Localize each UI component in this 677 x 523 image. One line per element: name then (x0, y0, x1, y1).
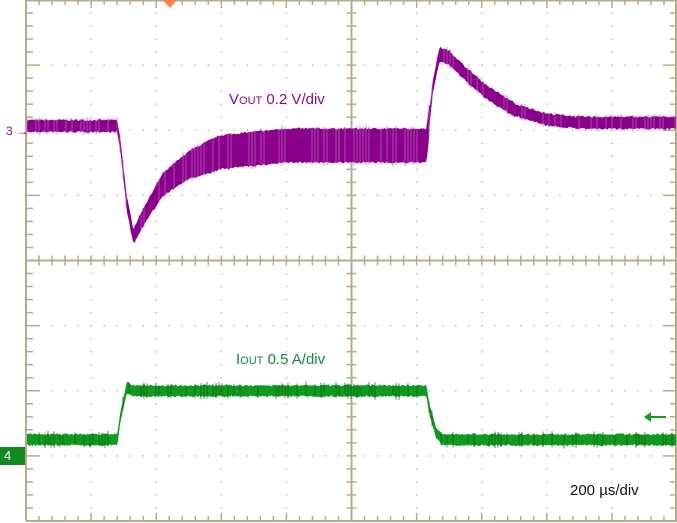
traces (26, 46, 676, 449)
trigger-position-icon (163, 0, 177, 8)
iout-name: I (236, 351, 241, 368)
graticule (25, 0, 677, 522)
trigger-level-arrow-icon (644, 412, 666, 422)
ch4-reference-marker: 4 → (0, 447, 25, 481)
timebase-label: 200 µs/div (570, 482, 639, 499)
vout-scale: 0.2 V/div (262, 91, 325, 108)
iout-scale: 0.5 A/div (263, 351, 326, 368)
ch3-reference-marker: 3 → (6, 124, 29, 138)
vout-subscript: OUT (239, 95, 263, 107)
vout-scale-label: VOUT 0.2 V/div (229, 91, 325, 108)
iout-subscript: OUT (240, 355, 264, 367)
iout-scale-label: IOUT 0.5 A/div (236, 351, 325, 368)
vout-name: V (229, 91, 240, 108)
